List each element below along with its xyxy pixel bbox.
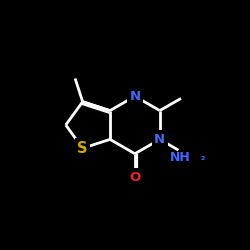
Text: O: O bbox=[129, 171, 140, 184]
Text: S: S bbox=[78, 141, 88, 156]
Text: N: N bbox=[154, 133, 165, 146]
Text: NH: NH bbox=[170, 150, 190, 164]
Text: ₂: ₂ bbox=[190, 152, 206, 162]
Text: N: N bbox=[129, 90, 140, 103]
